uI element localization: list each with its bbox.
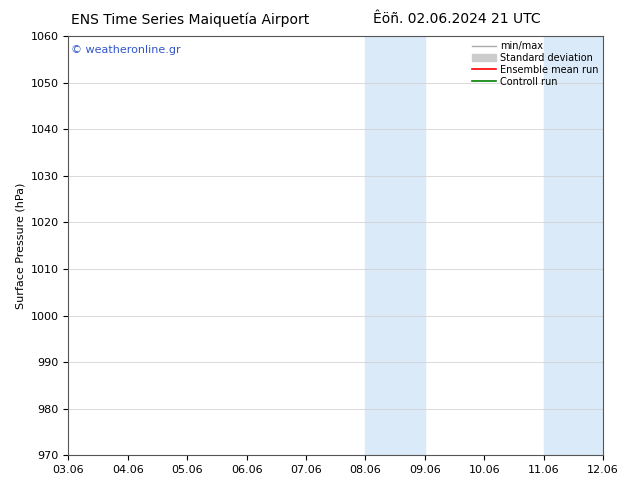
Legend: min/max, Standard deviation, Ensemble mean run, Controll run: min/max, Standard deviation, Ensemble me… <box>470 39 600 89</box>
Bar <box>544 36 603 455</box>
Text: © weatheronline.gr: © weatheronline.gr <box>71 45 181 54</box>
Text: Êöñ. 02.06.2024 21 UTC: Êöñ. 02.06.2024 21 UTC <box>373 12 540 26</box>
Text: ENS Time Series Maiquetía Airport: ENS Time Series Maiquetía Airport <box>71 12 309 27</box>
Bar <box>365 36 425 455</box>
Y-axis label: Surface Pressure (hPa): Surface Pressure (hPa) <box>15 183 25 309</box>
